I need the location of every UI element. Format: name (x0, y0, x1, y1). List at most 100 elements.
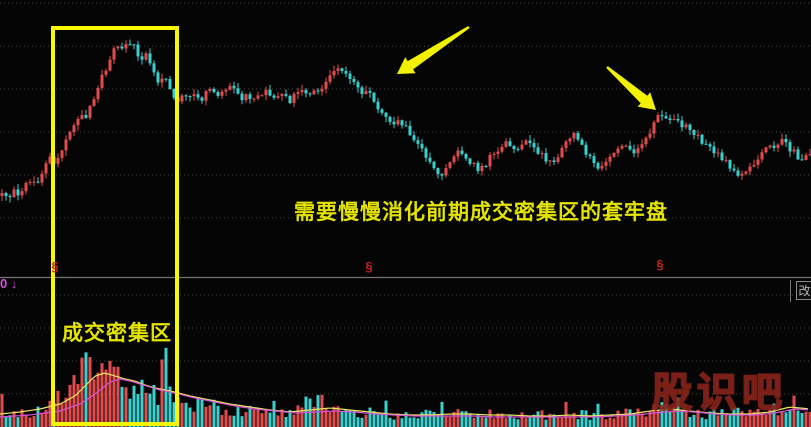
volume-bar (456, 409, 460, 427)
volume-bar (68, 384, 72, 427)
candle-body (120, 46, 124, 49)
volume-bar (700, 417, 704, 427)
candle-body (420, 143, 424, 149)
volume-bar (492, 418, 496, 427)
volume-bar (116, 366, 120, 427)
volume-bar (72, 375, 76, 427)
candle-body (600, 165, 604, 169)
volume-bar (524, 418, 528, 427)
candle-body (772, 145, 776, 148)
candle-body (508, 141, 512, 147)
candle-body (204, 91, 208, 101)
split-markers[interactable]: § § § (51, 257, 663, 274)
volume-bar (568, 416, 572, 427)
candle-body (380, 109, 384, 113)
volume-bar (624, 408, 628, 427)
candle-body (572, 133, 576, 139)
candle-body (4, 193, 8, 196)
candle-body (392, 121, 396, 125)
volume-bar (348, 410, 352, 427)
candle-body (564, 141, 568, 148)
volume-bar (704, 419, 708, 427)
split-marker[interactable]: § (51, 259, 58, 274)
volume-bar (632, 412, 636, 427)
candle-body (588, 154, 592, 157)
candle-body (28, 182, 32, 184)
volume-bar (144, 392, 148, 427)
volume-cluster-label: 成交密集区 (62, 322, 172, 345)
candle-body (804, 155, 808, 161)
candle-body (404, 125, 408, 127)
volume-bar (400, 418, 404, 427)
volume-bar (504, 418, 508, 427)
volume-bar (160, 359, 164, 427)
candle-body (192, 94, 196, 97)
volume-bar (204, 406, 208, 427)
volume-bar (748, 409, 752, 427)
highlight-rect (51, 26, 179, 426)
candle-body (360, 87, 364, 95)
volume-bar (604, 419, 608, 427)
volume-bars (0, 347, 811, 427)
candle-body (196, 94, 200, 98)
volume-bar (528, 417, 532, 427)
candle-body (296, 92, 300, 94)
volume-bar (788, 409, 792, 427)
volume-bar (412, 417, 416, 427)
volume-bar (516, 419, 520, 427)
candle-body (316, 90, 320, 92)
candle-body (332, 70, 336, 76)
candle-body (472, 162, 476, 164)
candle-body (536, 147, 540, 154)
volume-bar (608, 417, 612, 427)
volume-bar (780, 411, 784, 427)
candle-body (396, 120, 400, 125)
candle-body (604, 161, 608, 166)
candle-body (568, 138, 572, 142)
volume-bar (616, 410, 620, 427)
candle-body (492, 154, 496, 156)
split-marker[interactable]: § (365, 259, 372, 274)
candle-body (704, 143, 708, 145)
candle-body (576, 133, 580, 140)
candle-body (8, 195, 12, 197)
candle-body (516, 149, 520, 151)
volume-bar (752, 411, 756, 427)
volume-bar (764, 414, 768, 427)
candle-body (140, 56, 144, 60)
volume-bar (244, 412, 248, 427)
volume-bar (388, 417, 392, 427)
volume-bar (276, 415, 280, 427)
candle-body (764, 147, 768, 153)
candle-body (448, 162, 452, 168)
candle-body (728, 159, 732, 169)
volume-bar (256, 408, 260, 427)
candle-body (40, 173, 44, 183)
volume-bar (648, 411, 652, 427)
candle-body (480, 165, 484, 172)
volume-bar (620, 414, 624, 427)
volume-bar (76, 383, 80, 427)
volume-bar (220, 415, 224, 427)
split-marker[interactable]: § (656, 257, 663, 272)
candle-body (76, 118, 80, 126)
candle-body (456, 150, 460, 157)
candle-body (124, 43, 128, 49)
volume-bar (60, 403, 64, 427)
volume-bar (676, 397, 680, 427)
volume-bar (44, 409, 48, 427)
volume-bar (488, 409, 492, 427)
candle-body (460, 150, 464, 155)
candle-body (752, 164, 756, 167)
candle-body (300, 90, 304, 93)
candle-body (104, 70, 108, 75)
volume-bar (796, 410, 800, 427)
candle-body (236, 88, 240, 94)
volume-bar (40, 412, 44, 427)
candle-body (628, 145, 632, 150)
volume-bar (612, 418, 616, 427)
edit-button[interactable]: 改 (796, 281, 811, 300)
volume-bar (196, 398, 200, 427)
volume-bar (280, 409, 284, 427)
